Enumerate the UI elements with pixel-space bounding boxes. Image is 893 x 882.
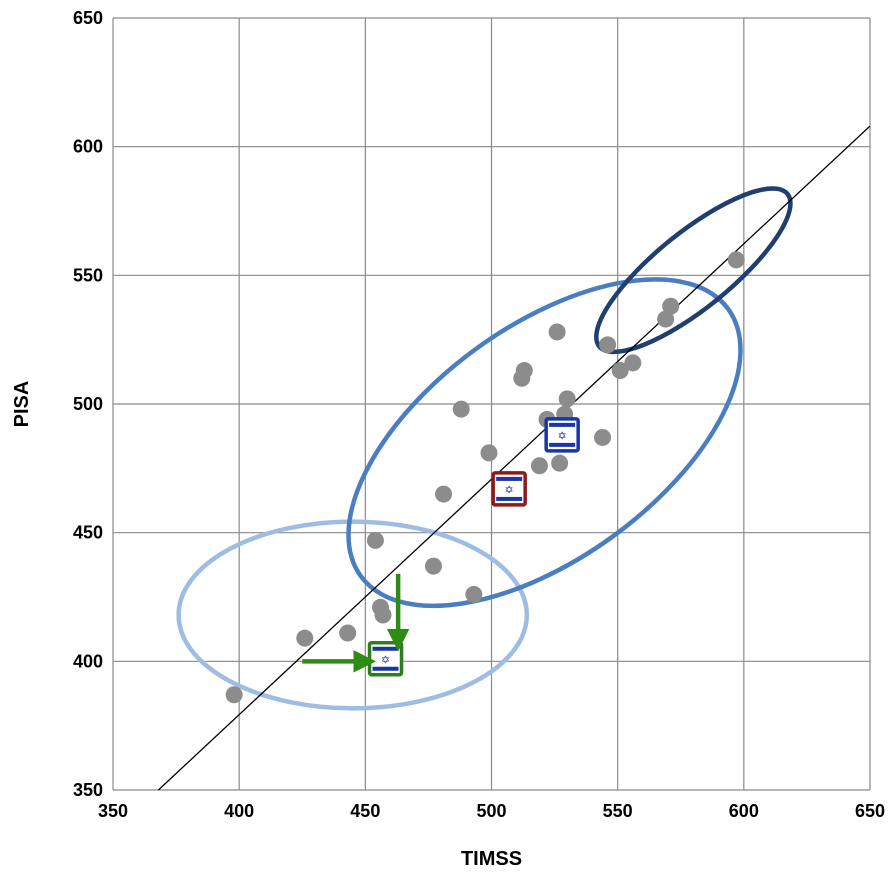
data-point (452, 400, 470, 418)
data-point (624, 354, 642, 372)
cluster-ellipse (176, 519, 530, 711)
data-point (594, 428, 612, 446)
flag-stripe-bottom (372, 666, 399, 671)
data-point (515, 362, 533, 380)
y-tick-label: 550 (73, 265, 103, 285)
x-tick-label: 650 (855, 801, 885, 821)
data-point (548, 323, 566, 341)
data-point (727, 251, 745, 269)
flag-stripe-top (496, 476, 523, 481)
cluster-ellipses (176, 186, 793, 711)
data-point (530, 457, 548, 475)
star-of-david-icon: ✡ (558, 429, 567, 442)
star-of-david-icon: ✡ (505, 483, 514, 496)
x-tick-label: 550 (603, 801, 633, 821)
y-tick-label: 400 (73, 651, 103, 671)
x-tick-labels: 350 400 450 500 550 600 650 (98, 801, 885, 821)
y-tick-label: 350 (73, 780, 103, 800)
flag-markers: ✡ ✡ ✡ (367, 417, 580, 677)
israel-flag-icon: ✡ (491, 471, 527, 507)
data-point (657, 310, 675, 328)
x-tick-label: 400 (224, 801, 254, 821)
data-point (435, 485, 453, 503)
cluster-ellipse (346, 277, 743, 609)
data-point (339, 624, 357, 642)
trend-line (157, 125, 871, 791)
data-point (558, 390, 576, 408)
data-point (366, 531, 384, 549)
flag-stripe-top (372, 646, 399, 651)
arrows (302, 573, 410, 673)
data-point (611, 362, 629, 380)
data-point (551, 454, 569, 472)
data-points (225, 251, 745, 704)
y-tick-label: 600 (73, 137, 103, 157)
flag-stripe-bottom (549, 442, 576, 447)
flag-stripe-bottom (496, 496, 523, 501)
data-point (424, 557, 442, 575)
data-point (296, 629, 314, 647)
data-point (225, 686, 243, 704)
data-point (599, 336, 617, 354)
x-tick-label: 500 (476, 801, 506, 821)
y-axis-title: PISA (11, 381, 33, 428)
y-tick-label: 500 (73, 394, 103, 414)
y-tick-labels: 350 400 450 500 550 600 650 (73, 8, 103, 800)
y-tick-label: 650 (73, 8, 103, 28)
star-of-david-icon: ✡ (381, 653, 390, 666)
israel-flag-icon: ✡ (367, 641, 404, 677)
x-tick-label: 350 (98, 801, 128, 821)
x-tick-label: 450 (350, 801, 380, 821)
data-point (480, 444, 498, 462)
grid-lines (112, 17, 871, 791)
flag-stripe-top (549, 422, 576, 427)
data-point (374, 606, 392, 624)
x-axis-title: TIMSS (461, 848, 522, 870)
trend-line-group (157, 125, 871, 791)
x-tick-label: 600 (729, 801, 759, 821)
israel-flag-icon: ✡ (544, 417, 580, 453)
y-tick-label: 450 (73, 523, 103, 543)
data-point (465, 585, 483, 603)
data-point (662, 297, 680, 315)
